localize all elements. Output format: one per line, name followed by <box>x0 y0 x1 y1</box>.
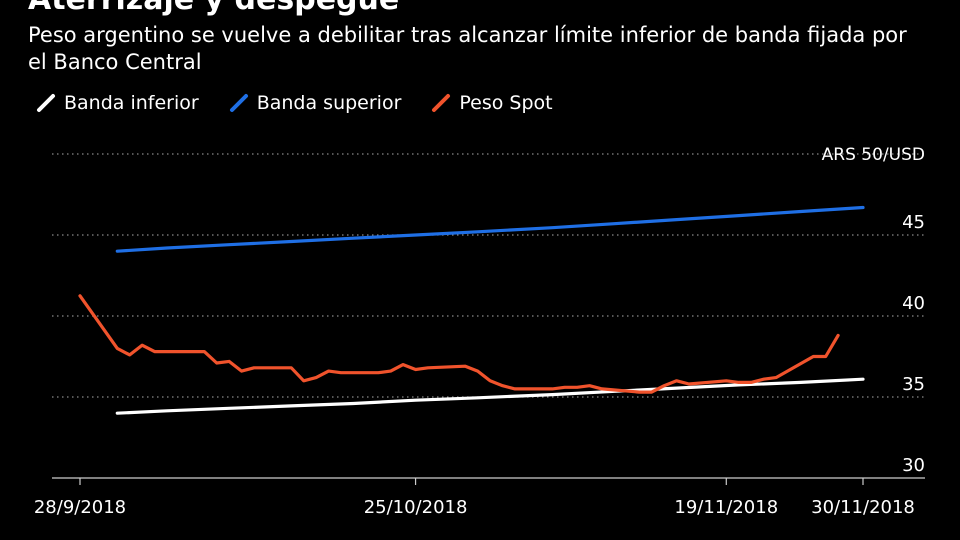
legend: Banda inferior Banda superior Peso Spot <box>36 92 583 114</box>
legend-label-banda-superior: Banda superior <box>256 92 402 114</box>
legend-swatch-banda-superior <box>229 94 248 112</box>
chart-subtitle: Peso argentino se vuelve a debilitar tra… <box>28 23 907 74</box>
legend-label-peso-spot: Peso Spot <box>459 92 553 114</box>
x-tick-label-3: 30/11/2018 <box>811 497 915 518</box>
x-tick-label-0: 28/9/2018 <box>34 497 126 518</box>
legend-label-banda-inferior: Banda inferior <box>64 92 199 114</box>
legend-item-banda-superior: Banda superior <box>229 92 402 114</box>
y-tick-label-40: 40 <box>902 293 925 314</box>
legend-swatch-banda-inferior <box>37 94 55 112</box>
legend-swatch-peso-spot <box>432 94 451 112</box>
x-tick-label-2: 19/11/2018 <box>674 497 778 518</box>
series-line-banda-inferior <box>115 377 865 415</box>
y-unit-label: ARS 50/USD <box>822 145 925 165</box>
series-line-peso-spot <box>78 294 840 394</box>
legend-item-banda-inferior: Banda inferior <box>36 92 199 114</box>
y-tick-label-30: 30 <box>902 455 925 476</box>
legend-item-peso-spot: Peso Spot <box>431 92 553 114</box>
chart-title: Aterrizaje y despegue <box>28 0 399 17</box>
x-tick-label-1: 25/10/2018 <box>364 497 468 518</box>
series-line-banda-superior <box>115 205 865 253</box>
y-tick-label-35: 35 <box>902 374 925 395</box>
y-tick-label-45: 45 <box>902 212 925 233</box>
